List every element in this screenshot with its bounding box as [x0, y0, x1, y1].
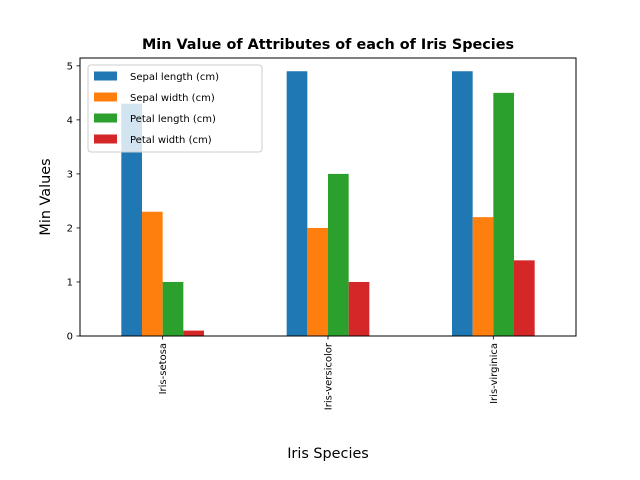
y-axis-label: Min Values: [38, 158, 54, 235]
x-tick-label: Iris-versicolor: [324, 342, 335, 410]
bar-iris-setosa-series-1: [121, 103, 142, 336]
x-tick-label: Iris-virginica: [489, 343, 500, 404]
y-axis: 0 1 2 3 4 5: [67, 61, 80, 343]
legend-swatch: [94, 92, 117, 102]
bar-iris-virginica-series-4: [514, 260, 535, 336]
legend-swatch: [94, 134, 117, 144]
bar-iris-virginica-series-1: [452, 71, 473, 337]
y-tick-label: 3: [67, 169, 73, 180]
legend-label: Sepal length (cm): [130, 72, 219, 83]
y-tick-label: 4: [67, 115, 73, 126]
bar-iris-setosa-series-2: [142, 211, 163, 336]
bar-iris-setosa-series-4: [183, 330, 204, 336]
y-tick-label: 5: [67, 61, 73, 72]
chart-title: Min Value of Attributes of each of Iris …: [142, 37, 514, 53]
bar-iris-virginica-series-3: [493, 92, 514, 336]
legend-swatch: [94, 71, 117, 81]
x-axis-label: Iris Species: [287, 446, 369, 462]
legend: Sepal length (cm) Sepal width (cm) Petal l…: [87, 64, 263, 153]
legend-label: Petal width (cm): [130, 135, 212, 146]
bar-iris-versicolor-series-1: [286, 71, 308, 337]
bar-iris-versicolor-series-3: [328, 173, 349, 336]
legend-label: Sepal width (cm): [130, 93, 215, 104]
y-tick-label: 0: [67, 332, 73, 343]
y-tick-label: 1: [67, 277, 73, 288]
bar-iris-virginica-series-2: [472, 217, 494, 336]
bar-iris-versicolor-series-2: [307, 227, 328, 336]
plot-frame: [79, 57, 577, 337]
x-tick-label: Iris-setosa: [158, 343, 169, 394]
bar-iris-setosa-series-3: [162, 281, 184, 336]
legend-label: Petal length (cm): [130, 114, 216, 125]
bars-group: [121, 71, 535, 337]
legend-box: [87, 64, 263, 153]
y-tick-label: 2: [67, 223, 73, 234]
legend-swatch: [94, 113, 117, 123]
bar-iris-versicolor-series-4: [348, 281, 370, 336]
x-axis: Iris-setosa Iris-versicolor Iris-virginica: [158, 336, 500, 410]
